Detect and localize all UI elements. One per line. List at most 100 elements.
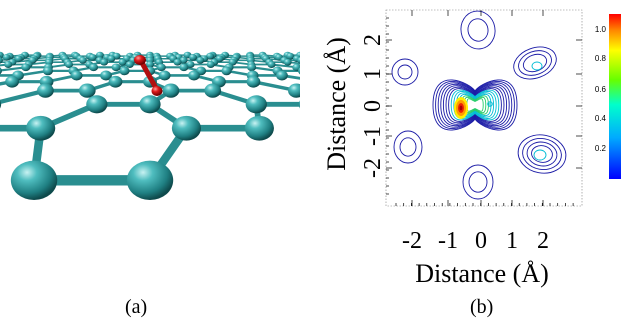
carbon-atom xyxy=(353,53,361,60)
carbon-atom xyxy=(308,61,316,68)
carbon-atom xyxy=(5,75,19,88)
contour-line xyxy=(442,85,508,125)
carbon-atom xyxy=(108,75,123,88)
carbon-atom xyxy=(245,95,267,114)
contour-line xyxy=(450,89,500,121)
x-tick-label: 1 xyxy=(506,228,518,254)
carbon-atom xyxy=(288,83,300,98)
carbon-atom xyxy=(4,61,13,68)
carbon-atom xyxy=(10,160,58,201)
carbon-atom xyxy=(186,61,195,68)
carbon-atom xyxy=(0,67,2,75)
carbon-atom xyxy=(304,54,312,61)
contour-line xyxy=(445,86,505,124)
carbon-atom xyxy=(21,63,31,72)
bond xyxy=(0,80,14,86)
contour-line xyxy=(453,91,497,119)
colorbar-tick-label: 0.4 xyxy=(595,114,607,123)
contour-line xyxy=(522,137,562,171)
colorbar-tick-label: 0.8 xyxy=(595,54,607,63)
carbon-atom xyxy=(156,63,166,72)
bond xyxy=(312,65,319,68)
axis-ticks xyxy=(386,10,582,206)
carbon-atom xyxy=(308,55,316,62)
contour-line xyxy=(393,130,423,164)
carbon-atom xyxy=(179,56,188,64)
carbon-atom xyxy=(100,58,109,66)
carbon-atom xyxy=(78,83,96,98)
y-tick-label: -1 xyxy=(360,126,386,146)
carbon-atom xyxy=(221,66,232,76)
carbon-atom xyxy=(173,58,182,66)
contour-line xyxy=(432,79,518,131)
carbon-atom xyxy=(247,63,257,72)
carbon-atom xyxy=(267,61,276,68)
carbon-atom xyxy=(37,83,54,98)
carbon-atom xyxy=(158,70,171,81)
bond xyxy=(351,57,359,58)
contour-line xyxy=(455,92,495,118)
bond xyxy=(308,57,313,58)
contour-line xyxy=(522,53,548,73)
x-tick-label: -1 xyxy=(438,228,458,254)
carbon-atom xyxy=(196,56,205,64)
carbon-atom xyxy=(2,53,11,61)
density-peak xyxy=(454,97,493,119)
y-axis-title: Distance (Å) xyxy=(322,37,351,171)
carbon-atom xyxy=(111,63,121,72)
carbon-atom xyxy=(171,115,202,141)
contour-line xyxy=(531,61,543,71)
bond xyxy=(0,63,10,67)
carbon-atom xyxy=(179,63,189,72)
contour-line xyxy=(463,96,487,114)
y-tick-label: -2 xyxy=(360,158,386,178)
carbon-atom xyxy=(204,83,222,98)
caption-b: (b) xyxy=(470,296,494,318)
carbon-atom xyxy=(298,100,300,109)
colorbar: 1.0 0.8 0.6 0.4 0.2 xyxy=(595,14,621,179)
graphene-molecular-model xyxy=(0,51,361,201)
carbon-atom xyxy=(125,61,134,68)
contour-line xyxy=(518,50,552,76)
contour-line xyxy=(399,137,417,157)
carbon-atom xyxy=(89,63,99,72)
carbon-atoms xyxy=(0,51,361,201)
contour-line xyxy=(462,164,494,200)
carbon-atom xyxy=(189,53,198,61)
plot-frame xyxy=(385,9,583,207)
oxygen-molecule xyxy=(134,55,163,96)
carbon-atom xyxy=(86,95,108,114)
y-tick-label: 2 xyxy=(360,34,386,46)
carbon-atom xyxy=(95,51,104,59)
colorbar-tick-label: 0.6 xyxy=(595,85,607,94)
contour-line xyxy=(391,58,419,86)
contour-line xyxy=(448,88,502,122)
contour-line xyxy=(468,171,488,193)
carbon-atom xyxy=(107,55,116,63)
contour-line xyxy=(397,64,413,80)
carbon-atom xyxy=(298,67,300,75)
y-tick-label: 0 xyxy=(360,100,386,112)
contour-line xyxy=(533,149,547,161)
carbon-atom xyxy=(292,63,300,72)
colorbar-tick-label: 1.0 xyxy=(595,25,607,34)
carbon-atom xyxy=(206,61,215,68)
bond xyxy=(299,54,300,56)
carbon-atom xyxy=(0,100,2,109)
carbon-atom xyxy=(126,160,174,201)
carbon-atom xyxy=(162,83,180,98)
bond xyxy=(301,60,324,62)
x-tick-label: -2 xyxy=(402,228,422,254)
carbon-atom xyxy=(26,115,56,141)
carbon-atom xyxy=(139,95,161,114)
carbon-atom xyxy=(78,56,87,64)
carbon-atom xyxy=(88,53,97,61)
carbon-atom xyxy=(244,115,274,141)
carbon-atom xyxy=(100,70,112,81)
contour-line xyxy=(517,134,567,174)
carbon-atom xyxy=(42,66,54,76)
contour-line xyxy=(526,141,558,167)
carbon-atom xyxy=(297,57,300,64)
contour-line xyxy=(437,82,513,128)
x-tick-label: 2 xyxy=(537,228,549,254)
